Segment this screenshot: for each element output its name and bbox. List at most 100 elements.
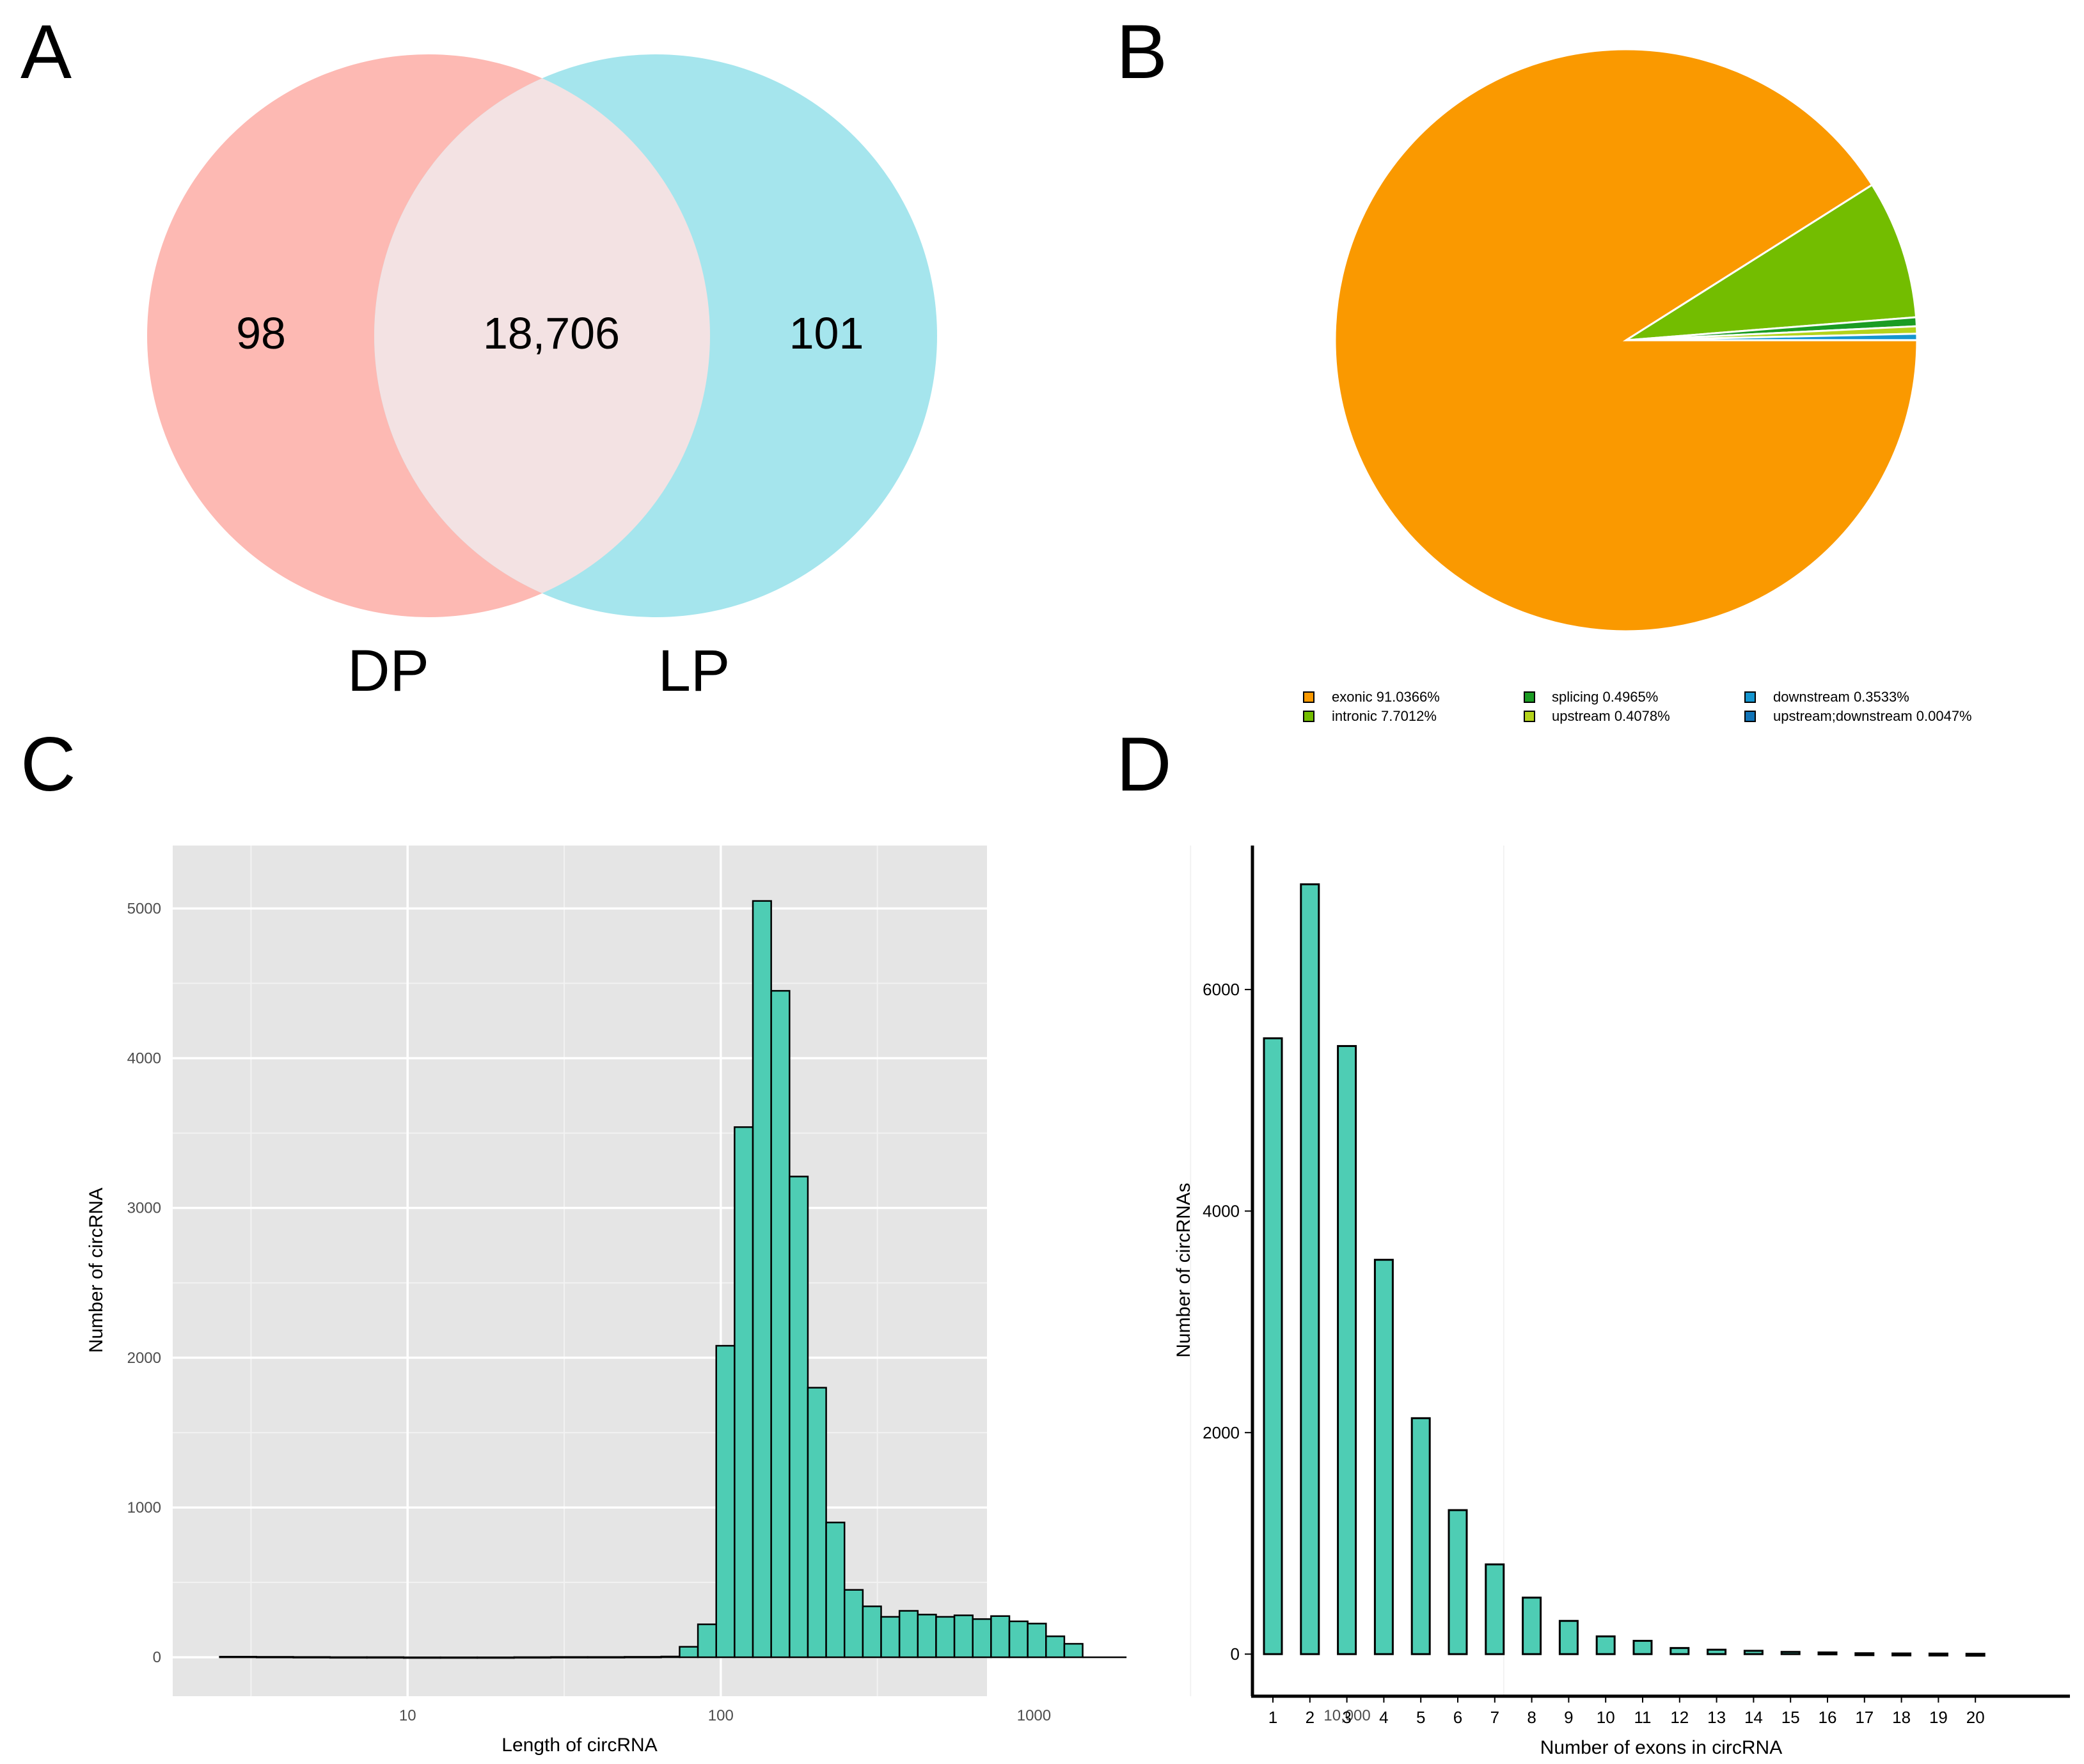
histogram-gridlines: [173, 846, 1504, 1696]
exon-x-tick-label: 3: [1342, 1708, 1351, 1727]
legend-label-downstream: downstream 0.3533%: [1773, 689, 1909, 705]
exon-bar: [1558, 1619, 1579, 1655]
exon-x-tick-label: 17: [1855, 1708, 1874, 1727]
exon-x-tick-label: 20: [1966, 1708, 1985, 1727]
legend-swatch-downstream: [1744, 691, 1756, 703]
panel-label-d: D: [1116, 721, 1172, 807]
legend-swatch-exonic: [1303, 691, 1314, 703]
hist-bar: [825, 1522, 846, 1658]
hist-bar: [752, 900, 772, 1658]
hist-bar: [439, 1656, 478, 1659]
histogram-chart: 0 1000 2000 3000 4000 5000 10 100 1000 1…: [86, 846, 1504, 1756]
hist-bar: [972, 1618, 992, 1658]
exon-bar: [1670, 1647, 1690, 1655]
exon-y-ticks: 0 2000 4000 6000: [1203, 980, 1252, 1664]
exon-x-tick-label: 7: [1490, 1708, 1499, 1727]
exon-y-tick-label: 0: [1231, 1644, 1240, 1664]
histogram-plot-background: [173, 846, 987, 1696]
exon-x-tick-label: 19: [1929, 1708, 1948, 1727]
hist-bar: [329, 1656, 368, 1659]
exon-bars: [1263, 883, 1985, 1657]
hist-bar: [219, 1655, 257, 1658]
hist-x-axis-label: Length of circRNA: [501, 1735, 657, 1756]
hist-bar: [550, 1656, 588, 1658]
exon-bar: [1448, 1509, 1468, 1655]
exon-x-tick-label: 9: [1564, 1708, 1573, 1727]
panel-label-c: C: [20, 721, 76, 807]
hist-bar: [513, 1656, 552, 1659]
hist-y-tick-label: 4000: [127, 1050, 161, 1067]
exon-bar: [1891, 1652, 1912, 1657]
exon-bar: [1743, 1650, 1764, 1655]
exon-bar: [1854, 1652, 1875, 1657]
exon-x-tick-label: 5: [1416, 1708, 1425, 1727]
legend-label-intronic: intronic 7.7012%: [1332, 708, 1437, 724]
legend-swatch-upstream-downstream: [1744, 711, 1756, 722]
hist-x-tick-label: 10,000: [1323, 1707, 1370, 1724]
exon-bar: [1337, 1044, 1357, 1655]
hist-bar: [935, 1616, 956, 1658]
exon-bar-chart: 0 2000 4000 6000 1 2 3 4 5 6 7 8 9 10 11 12 13 14 15 16…: [1173, 846, 2070, 1758]
legend-label-exonic: exonic 91.0366%: [1332, 689, 1440, 705]
legend-label-splicing: splicing 0.4965%: [1552, 689, 1658, 705]
hist-x-tick-label: 10: [399, 1707, 416, 1724]
hist-bar: [770, 989, 791, 1658]
hist-y-tick-label: 0: [153, 1649, 161, 1666]
exon-bar: [1300, 883, 1320, 1655]
legend-swatch-splicing: [1524, 691, 1535, 703]
hist-bar: [990, 1615, 1011, 1658]
pie-slices: [1334, 48, 1918, 633]
venn-value-lp-only: 101: [789, 308, 864, 358]
pie-legend: exonic 91.0366% intronic 7.7012% splicin…: [1303, 689, 1972, 724]
hist-bar: [624, 1656, 662, 1658]
hist-bar: [880, 1616, 901, 1658]
hist-bar: [477, 1656, 515, 1659]
hist-bar: [1063, 1642, 1084, 1658]
exon-bar: [1928, 1652, 1948, 1657]
exon-x-tick-label: 4: [1379, 1708, 1388, 1727]
hist-bar: [255, 1656, 294, 1658]
exon-bar: [1522, 1596, 1542, 1655]
exon-x-tick-label: 8: [1527, 1708, 1536, 1727]
hist-bar: [734, 1126, 754, 1658]
hist-bar: [587, 1656, 626, 1658]
exon-x-tick-label: 18: [1892, 1708, 1911, 1727]
venn-value-dp-only: 98: [236, 308, 286, 358]
venn-diagram: 98 18,706 101 DP LP: [147, 54, 937, 704]
exon-bar: [1632, 1639, 1653, 1655]
hist-y-tick-label: 5000: [127, 900, 161, 917]
exon-bar: [1965, 1653, 1985, 1657]
hist-x-tick-label: 1000: [1017, 1707, 1051, 1724]
venn-overlap: [374, 54, 710, 617]
pie-chart: exonic 91.0366% intronic 7.7012% splicin…: [1303, 48, 1972, 724]
exon-bar: [1595, 1635, 1616, 1655]
hist-bar: [1045, 1635, 1066, 1658]
hist-bar: [697, 1623, 717, 1658]
exon-y-tick-label: 2000: [1203, 1423, 1240, 1442]
hist-y-tick-label: 3000: [127, 1200, 161, 1217]
hist-y-tick-label: 1000: [127, 1499, 161, 1516]
histogram-bars: [219, 900, 1127, 1659]
exon-x-tick-label: 12: [1670, 1708, 1689, 1727]
hist-bar: [715, 1344, 736, 1658]
panel-label-a: A: [20, 9, 72, 95]
hist-bar: [403, 1656, 441, 1659]
exon-x-tick-label: 14: [1744, 1708, 1763, 1727]
histogram-x-ticks: 10 100 1000 10,000: [399, 1707, 1371, 1724]
exon-x-axis-label: Number of exons in circRNA: [1540, 1737, 1782, 1758]
exon-bar: [1263, 1037, 1283, 1655]
hist-bar: [1008, 1620, 1029, 1658]
exon-bar: [1485, 1563, 1505, 1655]
hist-y-axis-label: Number of circRNA: [86, 1188, 107, 1353]
hist-bar: [292, 1656, 331, 1658]
venn-label-lp: LP: [658, 638, 730, 704]
exon-x-tick-label: 1: [1268, 1708, 1277, 1727]
exon-bar: [1410, 1417, 1431, 1655]
hist-y-tick-label: 2000: [127, 1350, 161, 1367]
exon-bar: [1373, 1259, 1394, 1655]
hist-x-tick-label: 100: [708, 1707, 734, 1724]
exon-bar: [1707, 1648, 1727, 1655]
hist-bar: [953, 1614, 974, 1658]
exon-x-tick-label: 10: [1597, 1708, 1615, 1727]
